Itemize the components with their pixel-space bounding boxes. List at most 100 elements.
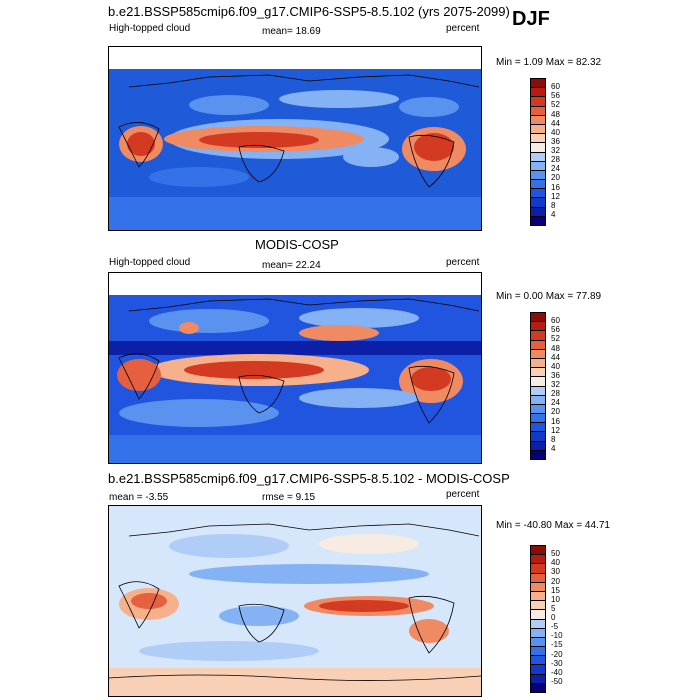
- colorbar-swatch: [531, 582, 545, 592]
- colorbar-tick-label: 36: [551, 136, 560, 146]
- colorbar-tick-label: 36: [551, 370, 560, 380]
- colorbar-swatch: [531, 573, 545, 583]
- colorbar-tick-label: 16: [551, 182, 560, 192]
- colorbar-tick-label: 12: [551, 425, 560, 435]
- colorbar-swatch: [531, 610, 545, 620]
- diff-cloud-map: [108, 505, 482, 697]
- colorbar-tick-label: 16: [551, 416, 560, 426]
- obs-variable-label: High-topped cloud: [109, 257, 191, 268]
- colorbar-swatch: [531, 564, 545, 574]
- colorbar-tick-label: 15: [551, 585, 560, 595]
- colorbar-tick-label: 20: [551, 576, 560, 586]
- colorbar-tick-label: 60: [551, 316, 560, 326]
- colorbar-swatch: [531, 423, 545, 433]
- colorbar-tick-label: 44: [551, 118, 560, 128]
- colorbar-swatch: [531, 414, 545, 424]
- colorbar-tick-label: 4: [551, 209, 556, 219]
- model-colorbar: [530, 78, 546, 226]
- colorbar-tick-label: 48: [551, 343, 560, 353]
- colorbar-swatch: [531, 555, 545, 565]
- diff-units-label: percent: [446, 489, 480, 500]
- colorbar-swatch: [531, 665, 545, 675]
- colorbar-swatch: [531, 313, 545, 323]
- obs-units-label: percent: [446, 257, 480, 268]
- colorbar-swatch: [531, 340, 545, 350]
- colorbar-swatch: [531, 656, 545, 666]
- colorbar-swatch: [531, 647, 545, 657]
- diff-panel-title: b.e21.BSSP585cmip6.f09_g17.CMIP6-SSP5-8.…: [108, 471, 510, 486]
- colorbar-swatch: [531, 79, 545, 89]
- colorbar-swatch: [531, 161, 545, 171]
- colorbar-tick-label: 30: [551, 567, 560, 577]
- diff-rmse-label: rmse = 9.15: [262, 492, 316, 503]
- colorbar-tick-label: 5: [551, 603, 556, 613]
- colorbar-swatch: [531, 170, 545, 181]
- colorbar-swatch: [531, 358, 545, 369]
- model-cloud-map: [108, 46, 482, 231]
- colorbar-tick-label: 32: [551, 146, 560, 155]
- colorbar-swatch: [531, 386, 545, 396]
- colorbar-tick-label: -15: [551, 640, 563, 650]
- colorbar-swatch: [531, 377, 545, 387]
- colorbar-tick-label: 60: [551, 82, 560, 92]
- colorbar-tick-label: 52: [551, 100, 560, 110]
- colorbar-swatch: [531, 432, 545, 442]
- colorbar-tick-label: 32: [551, 380, 560, 389]
- colorbar-tick-label: 8: [551, 200, 556, 210]
- colorbar-tick-label: 4: [551, 443, 556, 453]
- colorbar-swatch: [531, 637, 545, 648]
- colorbar-tick-label: 48: [551, 109, 560, 119]
- colorbar-swatch: [531, 683, 545, 692]
- model-mean-label: mean= 18.69: [262, 26, 321, 37]
- colorbar-swatch: [531, 106, 545, 116]
- diff-mean-label: mean = -3.55: [109, 492, 169, 503]
- colorbar-swatch: [531, 349, 545, 359]
- colorbar-swatch: [531, 368, 545, 378]
- colorbar-tick-label: 44: [551, 352, 560, 362]
- colorbar-swatch: [531, 97, 545, 107]
- colorbar-swatch: [531, 124, 545, 135]
- colorbar-swatch: [531, 216, 545, 225]
- colorbar-tick-label: 20: [551, 173, 560, 183]
- obs-minmax-label: Min = 0.00 Max = 77.89: [496, 291, 602, 302]
- colorbar-tick-label: -20: [551, 649, 563, 659]
- colorbar-tick-label: 52: [551, 334, 560, 344]
- obs-cloud-map: [108, 272, 482, 464]
- colorbar-swatch: [531, 152, 545, 162]
- colorbar-tick-label: 40: [551, 361, 560, 371]
- colorbar-swatch: [531, 115, 545, 125]
- colorbar-tick-label: 24: [551, 164, 560, 174]
- colorbar-swatch: [531, 134, 545, 144]
- model-variable-label: High-topped cloud: [109, 23, 191, 34]
- obs-mean-label: mean= 22.24: [262, 260, 321, 271]
- colorbar-swatch: [531, 619, 545, 629]
- model-minmax-label: Min = 1.09 Max = 82.32: [496, 57, 602, 68]
- colorbar-swatch: [531, 180, 545, 190]
- colorbar-swatch: [531, 546, 545, 556]
- colorbar-swatch: [531, 404, 545, 415]
- colorbar-swatch: [531, 88, 545, 98]
- colorbar-tick-label: 0: [551, 613, 556, 622]
- colorbar-swatch: [531, 143, 545, 153]
- colorbar-tick-label: 20: [551, 407, 560, 417]
- colorbar-swatch: [531, 207, 545, 217]
- season-label: DJF: [512, 8, 550, 30]
- colorbar-tick-label: 56: [551, 91, 560, 101]
- colorbar-tick-label: 8: [551, 434, 556, 444]
- colorbar-swatch: [531, 450, 545, 459]
- colorbar-tick-label: 28: [551, 155, 560, 165]
- colorbar-tick-label: -50: [551, 676, 563, 686]
- colorbar-tick-label: 10: [551, 594, 560, 604]
- colorbar-swatch: [531, 198, 545, 208]
- colorbar-swatch: [531, 441, 545, 451]
- colorbar-tick-label: 28: [551, 389, 560, 399]
- colorbar-swatch: [531, 591, 545, 602]
- colorbar-swatch: [531, 322, 545, 332]
- colorbar-swatch: [531, 189, 545, 199]
- colorbar-tick-label: 56: [551, 325, 560, 335]
- colorbar-swatch: [531, 601, 545, 611]
- model-units-label: percent: [446, 23, 480, 34]
- colorbar-swatch: [531, 674, 545, 684]
- colorbar-swatch: [531, 628, 545, 638]
- colorbar-swatch: [531, 395, 545, 405]
